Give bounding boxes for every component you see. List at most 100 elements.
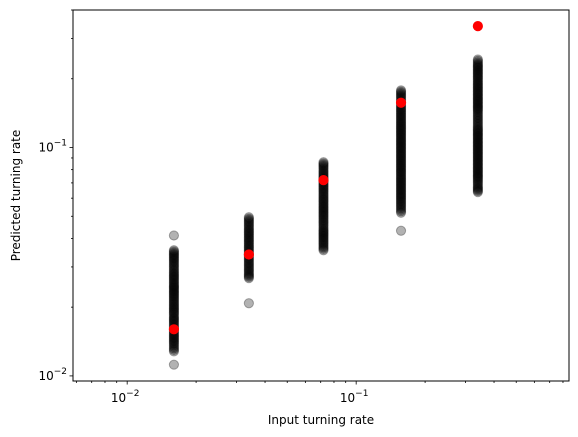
scatter-point [472, 175, 483, 186]
scatter-point [472, 59, 483, 71]
scatter-point [472, 167, 483, 178]
scatter-point [395, 157, 407, 169]
scatter-point [318, 202, 329, 213]
scatter-point [318, 186, 329, 197]
scatter-point [472, 135, 483, 147]
scatter-point [168, 245, 180, 256]
scatter-point [472, 112, 483, 124]
scatter-point [168, 306, 180, 318]
scatter-point [318, 195, 329, 206]
scatter-point [168, 277, 180, 288]
scatter-point [395, 127, 407, 138]
scatter-point [168, 271, 180, 282]
scatter-point [168, 359, 180, 370]
scatter-point [318, 230, 329, 242]
scatter-point [168, 311, 180, 322]
scatter-point [168, 254, 180, 266]
scatter-point [395, 204, 407, 215]
scatter-point [472, 80, 483, 91]
scatter-point [168, 252, 180, 263]
scatter-point [395, 148, 407, 159]
scatter-point [168, 282, 180, 293]
scatter-point [472, 160, 483, 171]
scatter-point [395, 225, 407, 236]
scatter-point [395, 153, 407, 164]
scatter-point [395, 134, 407, 145]
scatter-point [472, 127, 483, 139]
scatter-point [472, 75, 483, 86]
scatter-point [395, 172, 407, 183]
scatter-point [472, 72, 483, 83]
scatter-point [243, 235, 254, 247]
scatter-point [395, 187, 407, 199]
scatter-point [472, 171, 483, 182]
scatter-point [395, 166, 407, 177]
scatter-point [168, 265, 180, 277]
scatter-point [472, 140, 483, 151]
scatter-point [395, 150, 407, 161]
scatter-point [318, 223, 329, 234]
scatter-point [168, 336, 180, 347]
scatter-point [472, 114, 483, 125]
scatter-point [395, 143, 407, 154]
scatter-point [318, 233, 329, 244]
scatter-point [472, 102, 483, 113]
scatter-point [472, 76, 483, 87]
scatter-point [472, 77, 483, 88]
scatter-point [395, 119, 407, 131]
scatter-point [472, 186, 483, 198]
scatter-point [318, 219, 329, 230]
scatter-point [243, 217, 254, 228]
scatter-point [472, 150, 483, 162]
scatter-point [318, 222, 329, 233]
scatter-point [168, 343, 180, 354]
scatter-point [243, 214, 254, 225]
scatter-point [243, 234, 254, 245]
scatter-point [168, 247, 180, 258]
scatter-point [395, 129, 407, 140]
scatter-point [472, 126, 483, 137]
scatter-point [243, 239, 254, 250]
scatter-point [395, 149, 407, 160]
scatter-point [243, 229, 254, 240]
scatter-point [395, 163, 407, 174]
scatter-point [472, 130, 483, 141]
scatter-point [243, 216, 254, 227]
axis-ticks: 10−2 10−1 10−2 10−1 [38, 9, 564, 405]
scatter-point [168, 250, 180, 261]
scatter-point [395, 115, 407, 126]
scatter-point [395, 193, 407, 205]
scatter-point [318, 204, 329, 215]
scatter-point [395, 206, 407, 217]
scatter-point [472, 81, 483, 92]
scatter-point [472, 159, 483, 170]
scatter-point [472, 121, 483, 133]
scatter-point [395, 142, 407, 153]
scatter-point [168, 299, 180, 310]
scatter-point [395, 125, 407, 137]
scatter-point [243, 224, 254, 235]
scatter-point [395, 201, 407, 212]
scatter-point [472, 99, 483, 111]
scatter-point [168, 284, 180, 295]
scatter-point [168, 257, 180, 268]
scatter-point [318, 224, 329, 236]
highlight-point [168, 324, 180, 335]
scatter-point [472, 105, 483, 116]
scatter-point [395, 130, 407, 141]
scatter-point [168, 256, 180, 267]
scatter-point [318, 158, 329, 169]
scatter-point [395, 185, 407, 196]
scatter-point [318, 217, 329, 228]
highlight-point [395, 97, 407, 108]
scatter-point [168, 304, 180, 315]
scatter-point [168, 305, 180, 316]
scatter-point [395, 138, 407, 150]
scatter-point [318, 210, 329, 222]
scatter-point [472, 91, 483, 103]
scatter-point [472, 153, 483, 164]
scatter-point [395, 192, 407, 203]
scatter-point [243, 228, 254, 239]
scatter-point [472, 118, 483, 130]
scatter-point [318, 199, 329, 210]
